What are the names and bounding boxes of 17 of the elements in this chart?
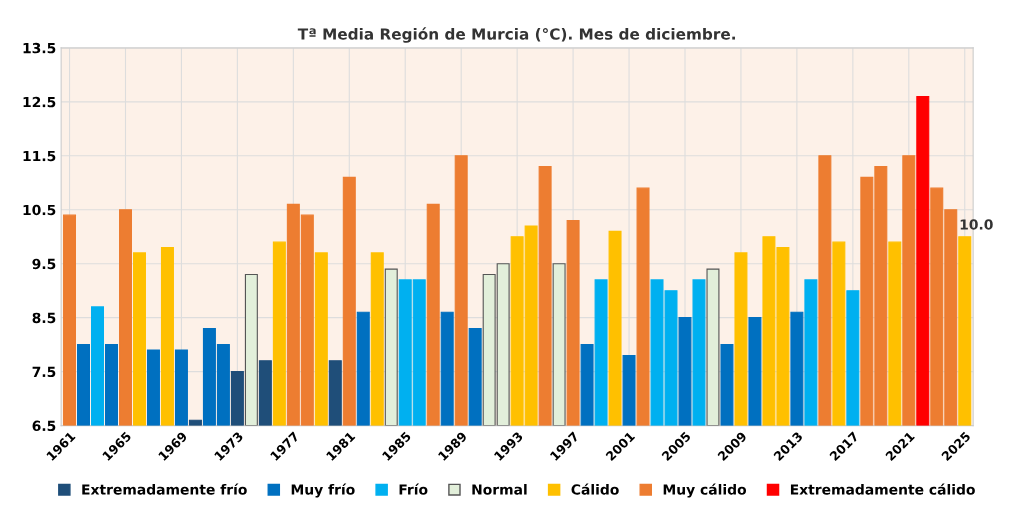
legend-label: Muy cálido [663,483,747,498]
legend-label: Extremadamente cálido [790,483,975,495]
legend-label: Cálido [571,483,619,495]
legend-label: Muy frío [291,483,355,498]
legend-label: Normal [472,483,527,495]
y-tick-label: 7.5 [32,366,56,378]
y-tick-label: 6.5 [32,420,56,432]
y-tick-label: 12.5 [23,96,56,108]
y-tick-label: 13.5 [23,42,56,54]
y-tick-label: 11.5 [23,150,56,162]
y-tick-label: 9.5 [32,258,56,270]
y-tick-label: 10.5 [23,204,56,216]
legend-label: Frío [399,483,428,495]
chart-title: Tª Media Región de Murcia (°C). Mes de diciembre. [297,27,735,43]
data-label: 10.0 [960,219,993,230]
y-tick-label: 8.5 [32,312,56,324]
legend-label: Extremadamente frío [82,483,247,495]
